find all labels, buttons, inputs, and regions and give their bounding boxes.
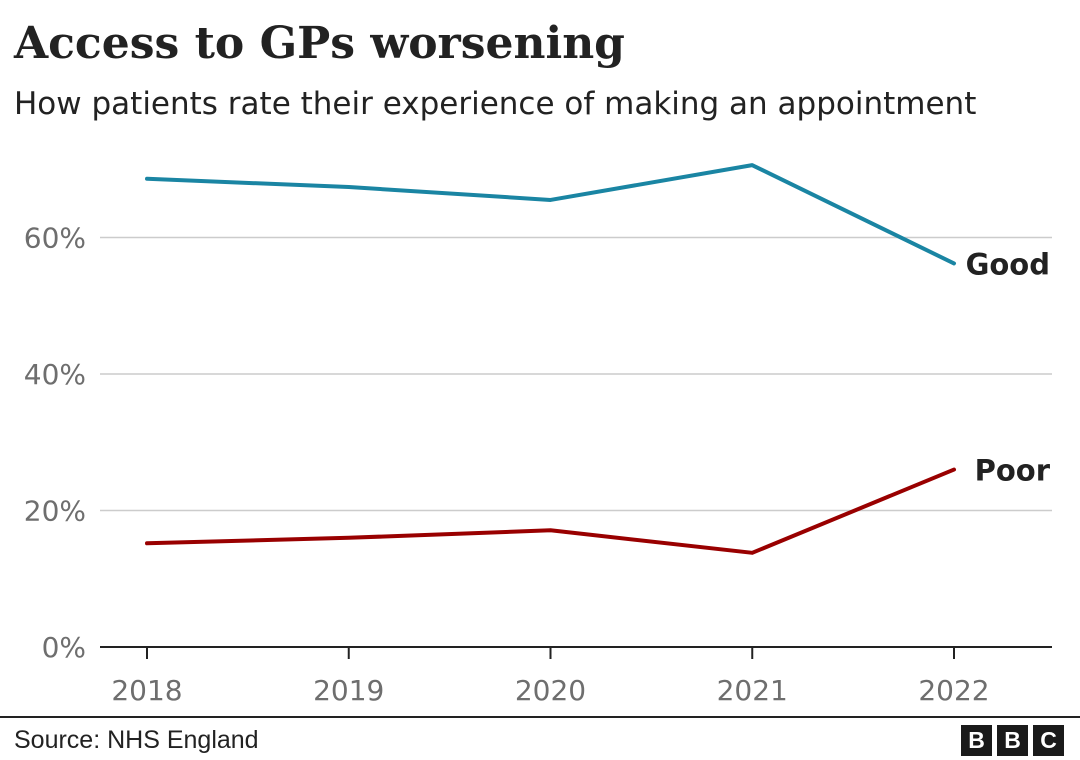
x-tick-label: 2018: [111, 674, 182, 707]
series-lines: [145, 163, 956, 555]
gridlines: [100, 236, 1052, 512]
logo-block-c: C: [1033, 725, 1064, 756]
series-line-poor: [145, 467, 956, 555]
series-line-good: [145, 163, 956, 266]
x-tick-label: 2019: [313, 674, 384, 707]
series-label-poor: Poor: [975, 454, 1051, 488]
footer-divider: [0, 716, 1080, 718]
y-axis-tick-labels: 0% 20% 40% 60%: [24, 222, 86, 665]
bbc-logo: B B C: [961, 725, 1064, 756]
chart-subtitle: How patients rate their experience of ma…: [14, 86, 977, 122]
y-tick-label: 20%: [24, 495, 86, 528]
series-label-good: Good: [966, 247, 1050, 281]
source-note: Source: NHS England: [14, 726, 259, 754]
logo-block-b1: B: [961, 725, 992, 756]
series-end-labels: Good Poor: [966, 247, 1051, 487]
y-tick-label: 40%: [24, 358, 86, 391]
x-tick-label: 2021: [717, 674, 788, 707]
x-tick-label: 2020: [515, 674, 586, 707]
x-tick-label: 2022: [918, 674, 989, 707]
y-tick-label: 0%: [42, 631, 86, 664]
line-chart: 0% 20% 40% 60% 2018 2019 2020 2021 2022 Good Poo…: [24, 163, 1052, 707]
x-axis: 2018 2019 2020 2021 2022: [100, 646, 1052, 707]
logo-block-b2: B: [997, 725, 1028, 756]
chart-title: Access to GPs worsening: [14, 18, 625, 69]
y-tick-label: 60%: [24, 222, 86, 255]
